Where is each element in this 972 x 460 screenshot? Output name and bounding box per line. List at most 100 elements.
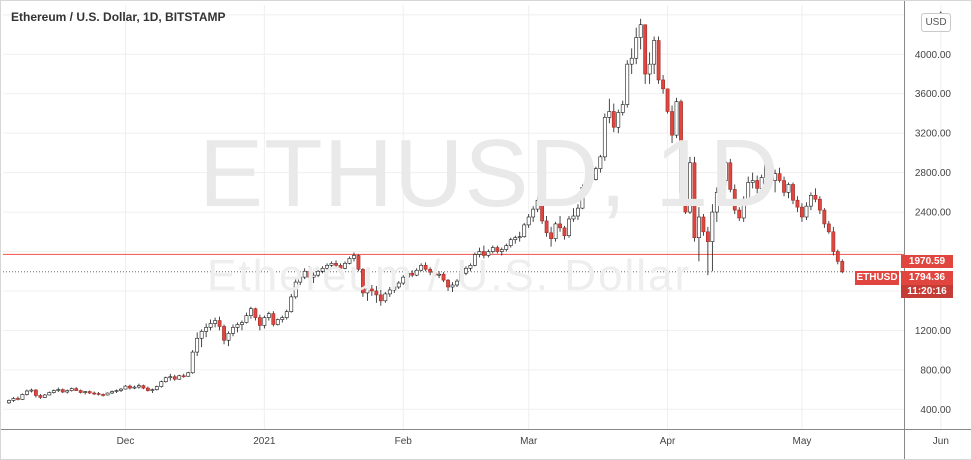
candle-body bbox=[755, 180, 760, 189]
candle-body bbox=[253, 308, 258, 318]
candle-body bbox=[361, 268, 365, 294]
candle-body bbox=[800, 206, 804, 218]
candle-body bbox=[213, 320, 217, 324]
candle-body bbox=[504, 245, 509, 250]
candle-body bbox=[280, 317, 285, 320]
candle-body bbox=[275, 319, 280, 325]
x-tick-label: May bbox=[793, 436, 812, 447]
candle-body bbox=[199, 331, 204, 339]
candle-body bbox=[42, 394, 47, 398]
price-symbol-label: ETHUSD bbox=[855, 271, 899, 285]
candle-body bbox=[114, 390, 119, 392]
candle-body bbox=[177, 375, 182, 380]
candle-body bbox=[786, 184, 791, 193]
candle-body bbox=[369, 288, 374, 292]
candle-body bbox=[531, 208, 536, 218]
candle-body bbox=[222, 326, 226, 341]
candle-body bbox=[446, 279, 450, 288]
candle-body bbox=[714, 192, 719, 213]
candle-body bbox=[455, 280, 459, 286]
candle-body bbox=[517, 236, 522, 239]
candle-body bbox=[540, 199, 545, 222]
candle-body bbox=[746, 182, 751, 203]
candle-body bbox=[262, 317, 267, 326]
candle-body bbox=[244, 315, 249, 323]
candle-body bbox=[414, 269, 419, 276]
currency-badge[interactable]: USD bbox=[921, 13, 951, 32]
candle-body bbox=[602, 117, 607, 158]
candle-body bbox=[168, 376, 173, 379]
candle-body bbox=[96, 393, 101, 395]
candle-body bbox=[7, 400, 11, 404]
candle-body bbox=[159, 381, 164, 387]
candle-body bbox=[347, 258, 352, 264]
y-tick-label: 2800.00 bbox=[915, 168, 952, 179]
candle-body bbox=[580, 187, 585, 209]
candle-body bbox=[481, 251, 486, 256]
candle-body bbox=[759, 177, 764, 189]
candle-body bbox=[293, 281, 298, 298]
candle-body bbox=[110, 391, 114, 394]
candle-body bbox=[553, 223, 558, 239]
candle-body bbox=[777, 173, 782, 181]
candle-body bbox=[92, 392, 97, 395]
candle-body bbox=[266, 313, 271, 318]
candle-body bbox=[508, 239, 513, 246]
candle-body bbox=[432, 271, 437, 276]
candle-body bbox=[240, 322, 244, 325]
candle-body bbox=[459, 272, 464, 282]
candle-body bbox=[611, 111, 616, 128]
candle-body bbox=[78, 390, 83, 393]
y-tick-label: 1200.00 bbox=[915, 326, 952, 337]
y-tick-label: 3200.00 bbox=[915, 129, 952, 140]
candle-body bbox=[513, 237, 518, 240]
candle-body bbox=[826, 223, 831, 233]
candle-body bbox=[544, 220, 549, 234]
countdown-label: 11:20:16 bbox=[901, 285, 953, 298]
candle-body bbox=[705, 231, 710, 242]
candle-body bbox=[638, 24, 643, 38]
level-line-label: 1970.59 bbox=[901, 255, 953, 268]
candle-body bbox=[186, 372, 191, 377]
candle-body bbox=[181, 375, 186, 378]
candle-body bbox=[387, 289, 392, 295]
candle-body bbox=[226, 333, 231, 341]
candle-body bbox=[154, 386, 159, 390]
candle-body bbox=[634, 37, 639, 59]
candle-body bbox=[835, 251, 840, 262]
candle-body bbox=[692, 162, 697, 239]
candle-body bbox=[423, 265, 428, 270]
candle-body bbox=[378, 294, 383, 302]
x-tick-label: Mar bbox=[520, 436, 538, 447]
candle-body bbox=[679, 101, 683, 193]
y-tick-label: 2400.00 bbox=[915, 208, 952, 219]
candle-body bbox=[208, 323, 213, 328]
candle-body bbox=[419, 265, 424, 271]
candle-body bbox=[486, 251, 491, 256]
candle-body bbox=[316, 270, 321, 276]
x-tick-label: Apr bbox=[660, 436, 676, 447]
candle-body bbox=[450, 284, 455, 288]
candle-body bbox=[163, 377, 168, 382]
candle-body bbox=[20, 394, 25, 400]
candle-body bbox=[764, 164, 769, 178]
candlesticks bbox=[7, 18, 845, 404]
candle-body bbox=[56, 389, 61, 391]
candle-body bbox=[249, 308, 253, 316]
candle-body bbox=[625, 63, 630, 105]
gridlines bbox=[3, 5, 942, 429]
x-tick-label: Dec bbox=[117, 436, 135, 447]
y-tick-label: 800.00 bbox=[920, 365, 951, 376]
y-tick-label: 3600.00 bbox=[915, 89, 952, 100]
candle-body bbox=[768, 164, 773, 181]
candle-body bbox=[298, 276, 303, 283]
candle-body bbox=[401, 276, 406, 284]
candle-body bbox=[661, 79, 665, 90]
candle-body bbox=[383, 293, 388, 302]
candle-body bbox=[69, 388, 74, 391]
candle-body bbox=[195, 337, 200, 353]
x-tick-label: 2021 bbox=[253, 436, 276, 447]
candle-body bbox=[307, 270, 312, 278]
candle-body bbox=[47, 392, 52, 396]
